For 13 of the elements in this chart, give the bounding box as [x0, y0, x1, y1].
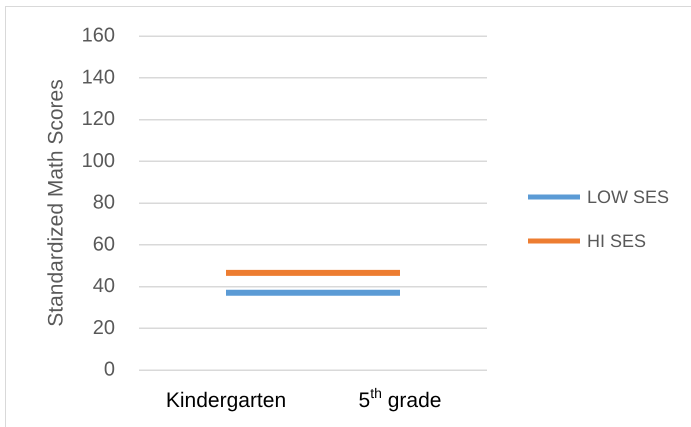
legend-label: HI SES: [587, 230, 646, 251]
y-tick-label: 0: [104, 358, 115, 381]
y-tick-label: 40: [92, 275, 115, 298]
y-tick-label: 80: [92, 192, 115, 214]
x-tick-label: Kindergarten: [166, 388, 286, 412]
y-tick-label: 140: [82, 66, 115, 88]
y-axis-title: Standardized Math Scores: [44, 79, 68, 327]
legend-label: LOW SES: [587, 186, 670, 207]
y-tick-label: 160: [82, 24, 115, 47]
y-tick-label: 60: [92, 233, 115, 256]
y-tick-label: 100: [82, 150, 115, 172]
y-tick-label: 20: [92, 316, 115, 339]
y-tick-label: 120: [82, 108, 115, 130]
